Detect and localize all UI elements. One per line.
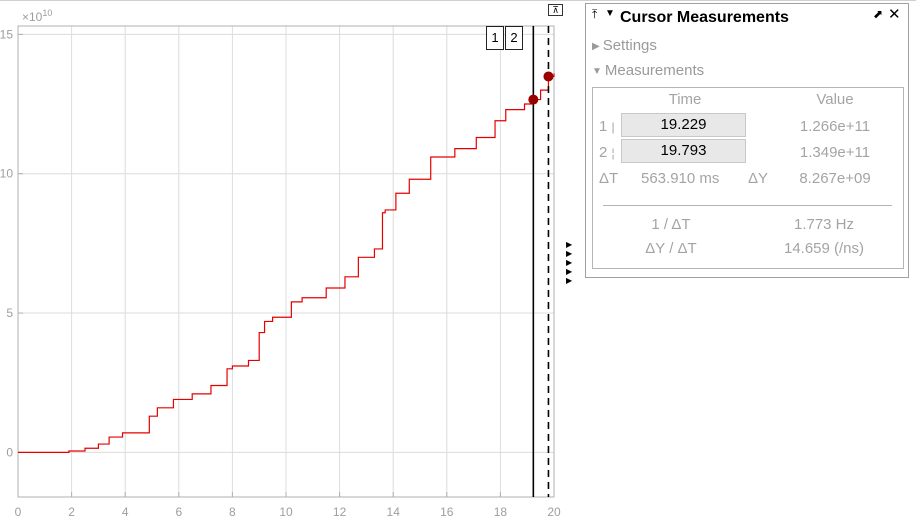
- inverse-delta-t-value: 1.773 Hz: [793, 216, 855, 233]
- y-tick-label: 5: [6, 306, 13, 320]
- y-tick-label: 10: [0, 167, 13, 181]
- side-arrow-icon[interactable]: ▶: [566, 249, 573, 258]
- x-tick-label: 18: [494, 505, 508, 519]
- panel-header: ⤒ ▼ Cursor Measurements ⬈ ✕: [586, 4, 908, 30]
- cursor-2-value: 1.349e+11: [799, 144, 871, 161]
- side-arrow-icon[interactable]: ▶: [566, 240, 573, 249]
- signal-series-line: [18, 73, 555, 454]
- delta-y-value: 8.267e+09: [799, 170, 871, 187]
- x-tick-label: 4: [122, 505, 129, 519]
- grid-lines: [18, 26, 554, 497]
- side-arrow-icon[interactable]: ▶: [566, 258, 573, 267]
- cursor-1-time-field[interactable]: 19.229: [621, 113, 746, 137]
- x-tick-label: 12: [333, 505, 347, 519]
- delta-y-label: ΔY: [748, 170, 769, 187]
- cursor-2-time-field[interactable]: 19.793: [621, 139, 746, 163]
- x-tick-label: 8: [229, 505, 236, 519]
- cursor-2-tag[interactable]: 2: [505, 26, 523, 50]
- cursor-1-marker[interactable]: [528, 94, 539, 105]
- slope-value: 14.659 (/ns): [783, 240, 865, 257]
- cursor-2-marker[interactable]: [543, 71, 554, 82]
- x-tick-label: 2: [68, 505, 75, 519]
- side-arrow-icon[interactable]: ▶: [566, 276, 573, 285]
- x-tick-label: 20: [547, 505, 561, 519]
- y-tick-label: 0: [6, 445, 13, 459]
- cursor-measurements-panel: ⤒ ▼ Cursor Measurements ⬈ ✕ ▶ Settings ▼ M…: [585, 3, 909, 278]
- inverse-delta-t-label: 1 / ΔT: [651, 216, 691, 233]
- expand-settings-icon: ▶: [592, 41, 600, 52]
- cursor-2-row-label: 2 ¦: [599, 144, 615, 161]
- top-border: [0, 0, 916, 1]
- pin-icon[interactable]: ⤒: [592, 7, 598, 21]
- x-tick-label: 14: [387, 505, 401, 519]
- collapse-icon[interactable]: ▼: [605, 8, 615, 19]
- cursor-1-tag[interactable]: 1: [486, 26, 504, 50]
- cursor-1-value: 1.266e+11: [799, 118, 871, 135]
- side-arrow-icon[interactable]: ▶: [566, 267, 573, 276]
- exponent-label: ×1010: [22, 8, 52, 24]
- undock-icon[interactable]: ⬈: [873, 7, 884, 21]
- cursor-1-row-label: 1 |: [599, 118, 615, 135]
- x-tick-label: 0: [15, 505, 22, 519]
- slope-label: ΔY / ΔT: [645, 240, 697, 257]
- dock-icon: ⊼: [552, 5, 559, 15]
- measurements-divider: [603, 205, 892, 206]
- measurements-section-header[interactable]: ▼ Measurements: [592, 62, 704, 79]
- value-column-header: Value: [816, 91, 854, 108]
- x-tick-label: 6: [175, 505, 182, 519]
- side-arrows: ▶ ▶ ▶ ▶ ▶: [566, 240, 572, 285]
- time-column-header: Time: [668, 91, 702, 108]
- panel-title: Cursor Measurements: [620, 9, 789, 26]
- delta-t-value: 563.910 ms: [641, 170, 720, 187]
- settings-label: Settings: [602, 37, 657, 54]
- close-icon[interactable]: ✕: [888, 6, 901, 23]
- y-tick-label: 15: [0, 27, 13, 41]
- expand-measurements-icon: ▼: [592, 66, 602, 77]
- delta-t-label: ΔT: [599, 170, 619, 187]
- cursor-labels: 1 2: [486, 26, 523, 50]
- dock-button[interactable]: ⊼: [548, 4, 563, 16]
- x-tick-label: 10: [279, 505, 293, 519]
- settings-section-header[interactable]: ▶ Settings: [592, 37, 657, 54]
- measurements-table: Time Value 1 | 19.229 1.266e+11 2 ¦ 19.7…: [592, 87, 904, 269]
- x-tick-label: 16: [440, 505, 454, 519]
- measurements-label: Measurements: [604, 62, 705, 79]
